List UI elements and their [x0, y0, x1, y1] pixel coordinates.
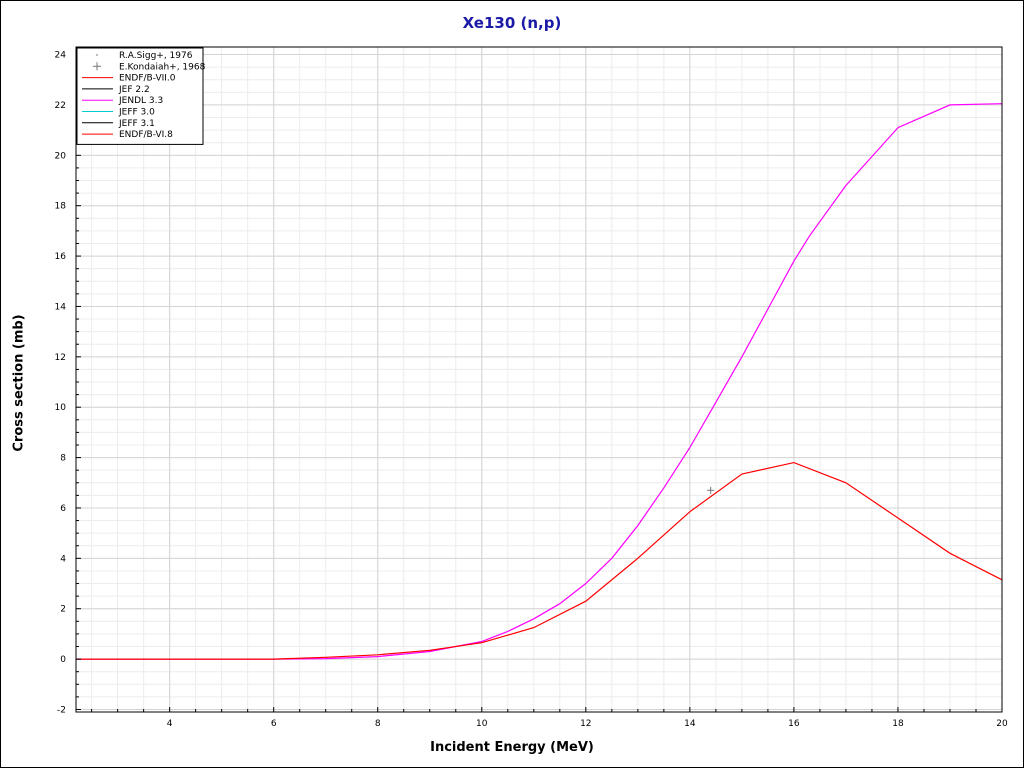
y-tick-label: 14 [55, 302, 67, 312]
legend-label: ENDF/B-VI.8 [119, 130, 173, 140]
legend-swatch-dot [96, 54, 98, 56]
y-tick-label: 8 [60, 454, 66, 464]
legend-box [76, 47, 204, 145]
legend-entry: ENDF/B-VII.0 [82, 74, 176, 84]
legend-label: R.A.Sigg+, 1976 [119, 51, 193, 61]
y-tick-label: 22 [55, 101, 66, 111]
plot-border [75, 46, 1003, 713]
y-tick-label: 24 [55, 51, 67, 61]
x-axis-label: Incident Energy (MeV) [430, 740, 594, 755]
x-tick-label: 8 [375, 719, 381, 729]
legend-entry: ENDF/B-VI.8 [82, 130, 173, 140]
x-tick-label: 20 [996, 719, 1008, 729]
legend-label: JEFF 3.0 [118, 108, 155, 118]
series-line-jendl-3-3 [76, 103, 1003, 660]
x-tick-label: 18 [892, 719, 904, 729]
grid [76, 47, 1003, 712]
y-tick-label: -2 [57, 705, 66, 715]
x-tick-label: 10 [476, 719, 488, 729]
legend-label: JEFF 3.1 [118, 119, 155, 129]
legend-entry: JEF 2.2 [82, 85, 150, 95]
chart-title: Xe130 (n,p) [462, 14, 562, 32]
x-tick-label: 14 [684, 719, 696, 729]
y-tick-label: 16 [55, 252, 67, 262]
legend-label: E.Kondaiah+, 1968 [119, 62, 206, 72]
x-tick-label: 12 [580, 719, 591, 729]
legend-label: JEF 2.2 [118, 85, 150, 95]
points-layer [707, 486, 715, 494]
series-line-endf-b-vii-0 [76, 461, 1003, 660]
y-tick-label: 12 [55, 353, 66, 363]
legend-entry: JEFF 3.1 [82, 119, 155, 129]
x-tick-label: 16 [788, 719, 800, 729]
legend-entry: JENDL 3.3 [82, 96, 163, 106]
x-tick-label: 6 [271, 719, 277, 729]
legend-entry: JEFF 3.0 [82, 108, 155, 118]
series-layer [76, 103, 1003, 660]
data-point-plus [707, 486, 715, 494]
x-tick-label: 4 [167, 719, 173, 729]
y-tick-label: 2 [60, 605, 66, 615]
y-tick-label: 0 [60, 655, 66, 665]
y-tick-label: 10 [55, 403, 67, 413]
legend-label: ENDF/B-VII.0 [119, 74, 176, 84]
y-tick-label: 18 [55, 202, 67, 212]
y-tick-label: 20 [55, 151, 67, 161]
legend-label: JENDL 3.3 [118, 96, 163, 106]
y-tick-label: 6 [60, 504, 66, 514]
y-tick-label: 4 [60, 554, 66, 564]
legend-entry: R.A.Sigg+, 1976 [96, 51, 193, 61]
legend-entry: E.Kondaiah+, 1968 [93, 62, 206, 72]
